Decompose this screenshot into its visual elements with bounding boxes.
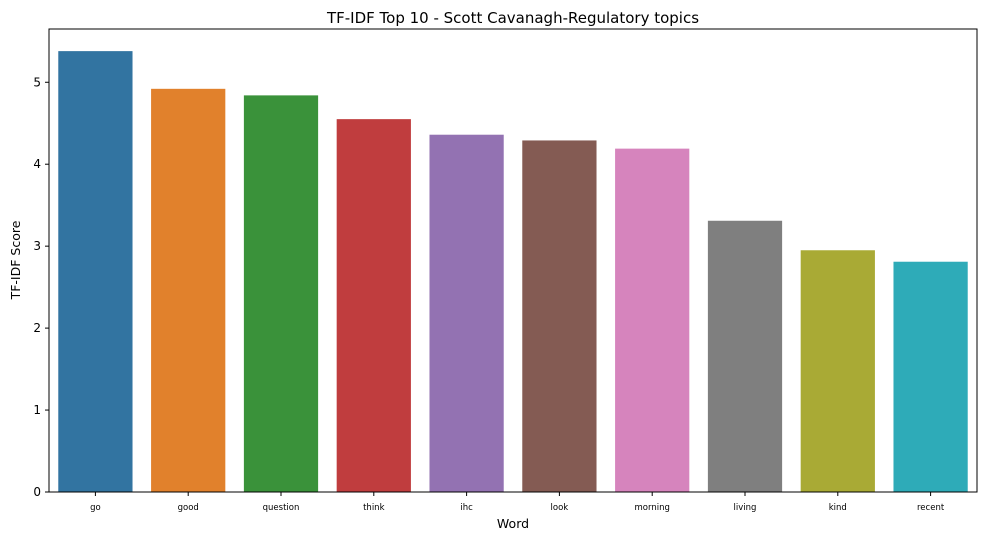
y-axis-ticks: 0 1 2 3 4 5: [33, 75, 49, 499]
y-tick-label: 4: [33, 157, 41, 171]
x-tick-label: ihc: [460, 503, 473, 513]
y-tick-label: 5: [33, 75, 41, 89]
x-tick-label: go: [90, 503, 101, 513]
bar-recent: [893, 261, 968, 492]
bar-look: [522, 140, 597, 492]
bar-go: [58, 51, 133, 492]
bar-think: [336, 119, 411, 492]
x-tick-label: living: [734, 503, 757, 513]
bar-living: [707, 220, 783, 493]
bar-ihc: [429, 134, 504, 493]
x-tick-label: morning: [635, 503, 670, 513]
bars-group: [58, 51, 968, 493]
y-tick-label: 1: [33, 403, 41, 417]
y-tick-label: 3: [33, 239, 41, 253]
y-tick-label: 0: [33, 485, 41, 499]
y-tick-label: 2: [33, 321, 41, 335]
plot-frame: [48, 28, 978, 493]
x-tick-label: think: [363, 503, 384, 513]
x-tick-label: question: [263, 503, 300, 513]
x-tick-label: look: [551, 503, 569, 513]
bar-good: [151, 88, 226, 493]
bar-question: [243, 95, 319, 493]
x-axis-ticks: go good question think ihc look morning living k…: [90, 492, 945, 513]
x-tick-label: kind: [829, 503, 847, 513]
y-axis-label: TF-IDF Score: [8, 220, 23, 300]
x-tick-label: good: [178, 503, 199, 513]
bar-kind: [800, 250, 875, 492]
x-tick-label: recent: [917, 503, 945, 513]
bar-morning: [615, 148, 690, 493]
chart-title: TF-IDF Top 10 - Scott Cavanagh-Regulator…: [326, 9, 699, 27]
x-axis-label: Word: [497, 516, 529, 531]
